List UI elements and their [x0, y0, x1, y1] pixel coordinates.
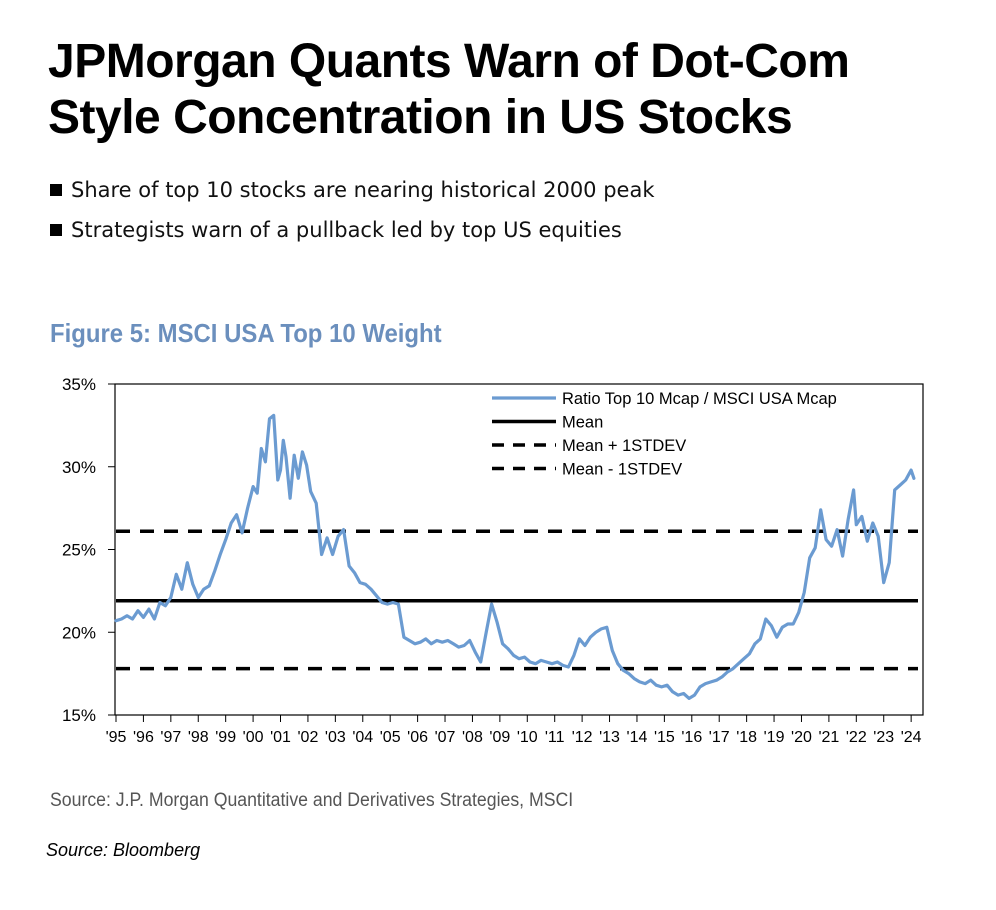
series-group [114, 413, 916, 700]
x-tick-label: '21 [818, 729, 839, 746]
x-tick-label: '15 [654, 729, 675, 746]
x-tick-label: '14 [627, 729, 648, 746]
y-tick-label: 30% [62, 458, 96, 477]
x-tick-label: '06 [407, 729, 428, 746]
bullet-item: Strategists warn of a pullback led by to… [50, 218, 950, 242]
y-tick-label: 20% [62, 623, 96, 642]
y-tick-label: 25% [62, 541, 96, 560]
legend-label: Ratio Top 10 Mcap / MSCI USA Mcap [562, 390, 837, 408]
bullet-text: Strategists warn of a pullback led by to… [71, 218, 622, 242]
x-tick-label: '01 [270, 729, 291, 746]
legend-label: Mean - 1STDEV [562, 461, 682, 479]
x-tick-label: '16 [681, 729, 702, 746]
x-tick-label: '97 [160, 729, 181, 746]
plot-area-frame [114, 383, 924, 716]
x-tick-label: '17 [709, 729, 730, 746]
legend: Ratio Top 10 Mcap / MSCI USA Mcap Mean Mea… [492, 390, 837, 479]
bullet-text: Share of top 10 stocks are nearing histo… [71, 178, 655, 202]
x-tick-label: '19 [764, 729, 785, 746]
x-tick-label: '09 [489, 729, 510, 746]
x-tick-label: '08 [462, 729, 483, 746]
reference-lines [116, 529, 918, 671]
x-tick-label: '03 [325, 729, 346, 746]
x-tick-label: '95 [106, 729, 127, 746]
bullet-item: Share of top 10 stocks are nearing histo… [50, 178, 950, 202]
x-tick-label: '13 [599, 729, 620, 746]
x-tick-label: '98 [188, 729, 209, 746]
x-tick-label: '18 [736, 729, 757, 746]
line-chart: 15% 20% 25% 30% 35% '95 '96 '97 '98 '99 '00 '01 '02… [62, 375, 924, 746]
x-tick-label: '12 [572, 729, 593, 746]
bullet-list: Share of top 10 stocks are nearing histo… [50, 178, 950, 258]
legend-label: Mean + 1STDEV [562, 437, 686, 455]
x-tick-label: '05 [380, 729, 401, 746]
headline: JPMorgan Quants Warn of Dot-Com Style Co… [48, 35, 850, 144]
x-tick-label: '96 [133, 729, 154, 746]
x-tick-label: '24 [901, 729, 922, 746]
chart-title: Figure 5: MSCI USA Top 10 Weight [50, 318, 442, 348]
y-tick-label: 35% [62, 375, 96, 394]
x-tick-label: '07 [435, 729, 456, 746]
x-tick-label: '02 [298, 729, 319, 746]
y-axis: 15% 20% 25% 30% 35% [62, 375, 115, 725]
x-axis: '95 '96 '97 '98 '99 '00 '01 '02 '03 '04 '05 '06 '07 '… [106, 715, 922, 746]
x-tick-label: '00 [243, 729, 264, 746]
x-tick-label: '99 [215, 729, 236, 746]
x-tick-label: '22 [846, 729, 867, 746]
y-tick-label: 15% [62, 706, 96, 725]
x-tick-label: '04 [352, 729, 373, 746]
figure-source: Source: J.P. Morgan Quantitative and Der… [50, 790, 574, 811]
source-credit: Source: Bloomberg [46, 840, 201, 860]
x-tick-label: '23 [873, 729, 894, 746]
x-tick-label: '20 [791, 729, 812, 746]
legend-label: Mean [562, 414, 603, 432]
bullet-square-icon [50, 224, 62, 236]
x-tick-label: '11 [545, 729, 565, 746]
bullet-square-icon [50, 184, 62, 196]
x-tick-label: '10 [517, 729, 538, 746]
series-line-top10-ratio [114, 413, 916, 700]
